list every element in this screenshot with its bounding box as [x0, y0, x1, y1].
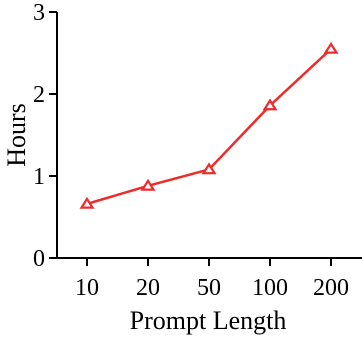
- y-tick-label: 2: [33, 82, 45, 108]
- x-axis-title: Prompt Length: [130, 306, 287, 335]
- y-axis-title: Hours: [2, 103, 31, 167]
- x-tick-label: 200: [313, 275, 349, 301]
- y-tick-label: 0: [33, 246, 45, 272]
- x-tick-label: 10: [75, 275, 99, 301]
- x-tick-label: 100: [252, 275, 288, 301]
- axes: [56, 12, 362, 259]
- data-point-marker: [79, 196, 95, 209]
- y-tick-label: 3: [33, 0, 45, 26]
- y-tick-label: 1: [33, 164, 45, 190]
- data-point-marker: [140, 178, 156, 191]
- x-tick-label: 20: [136, 275, 160, 301]
- x-tick-label: 50: [197, 275, 221, 301]
- y-ticks: 0 1 2 3: [33, 0, 57, 272]
- data-point-marker: [262, 98, 278, 111]
- data-point-marker: [201, 162, 217, 175]
- plot-area: [79, 41, 339, 209]
- series-line: [86, 47, 332, 206]
- data-point-marker: [323, 41, 339, 54]
- x-ticks: 10 20 50 100 200: [75, 258, 349, 301]
